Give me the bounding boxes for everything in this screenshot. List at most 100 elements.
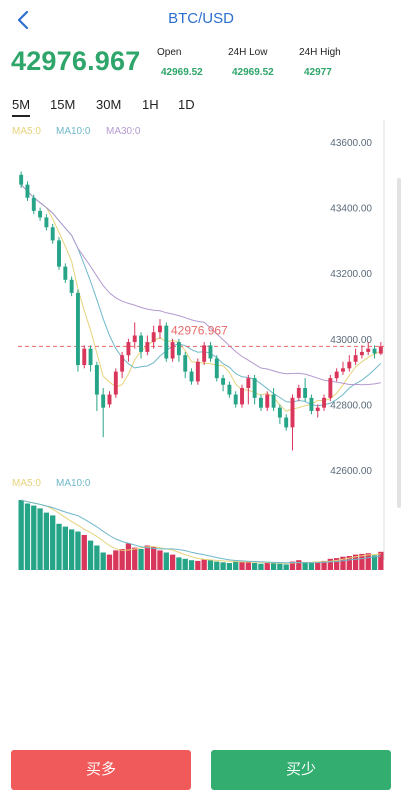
volume-bar (245, 562, 251, 570)
volume-bar (233, 560, 239, 570)
stat-value: 42969.52 (161, 67, 203, 78)
tab-1h[interactable]: 1H (142, 97, 159, 112)
candle (101, 394, 106, 408)
tab-30m[interactable]: 30M (96, 97, 122, 112)
y-tick-label: 43000.00 (330, 335, 372, 346)
candle (44, 217, 49, 228)
tab-15m[interactable]: 15M (50, 97, 76, 112)
buy-short-button[interactable]: 买少 (211, 750, 391, 790)
tab-5m[interactable]: 5M (12, 97, 31, 117)
candle (107, 394, 112, 405)
candle (82, 348, 87, 366)
candle (139, 335, 144, 352)
stat-open: Open 42969.52 (157, 47, 203, 78)
volume-bar (226, 563, 233, 570)
current-price-label: 42976.967 (171, 323, 228, 337)
candle (296, 388, 301, 398)
candle (31, 197, 36, 211)
candle (227, 384, 232, 395)
volume-bar (308, 563, 315, 570)
volume-bar (264, 562, 270, 570)
volume-bar (176, 557, 182, 570)
candle (158, 325, 162, 333)
volume-bar (201, 559, 207, 570)
candle (309, 397, 314, 411)
candle (75, 292, 80, 366)
stat-24h-high: 24H High 42977 (299, 47, 341, 78)
candle (19, 174, 24, 185)
ma5-line (20, 184, 382, 412)
volume-bar (220, 562, 226, 570)
back-button[interactable] (12, 8, 36, 32)
header: BTC/USD (0, 0, 402, 40)
candle (151, 332, 156, 343)
vol-ma-legend-1: MA10:0 (56, 478, 91, 489)
candle (195, 361, 200, 382)
chevron-left-icon (17, 10, 29, 30)
volume-bar (289, 561, 296, 570)
candle (208, 345, 213, 359)
ma10-line (20, 184, 382, 407)
page-title: BTC/USD (168, 10, 234, 27)
stat-label: 24H Low (228, 47, 268, 58)
volume-bar (195, 560, 201, 570)
candle (57, 240, 61, 267)
stat-value: 42977 (304, 67, 332, 78)
volume-bar (138, 549, 144, 570)
volume-bar (258, 563, 264, 570)
candle (315, 407, 320, 411)
candle (328, 378, 333, 398)
volume-bar (188, 560, 195, 570)
y-tick-label: 43600.00 (330, 138, 372, 149)
candle (221, 378, 226, 385)
volume-bar (37, 508, 43, 570)
volume-bar (144, 545, 151, 570)
volume-bar (283, 564, 289, 570)
volume-bar (214, 561, 220, 570)
candle (69, 279, 74, 293)
volume-bar (277, 563, 283, 570)
volume-bar (81, 535, 87, 570)
candle (113, 371, 118, 395)
stat-value: 42969.52 (232, 67, 274, 78)
candle (378, 346, 383, 354)
vol-ma5-line (21, 499, 381, 564)
candle (120, 355, 125, 372)
candle (132, 335, 137, 343)
stat-24h-low: 24H Low 42969.52 (228, 47, 274, 78)
candle (265, 394, 270, 408)
vol-ma-legend-0: MA5:0 (12, 478, 41, 489)
candle (176, 342, 181, 356)
ma30-line (20, 184, 381, 386)
volume-bar (169, 554, 176, 570)
volume-bar (56, 523, 62, 570)
volume-bar (315, 561, 321, 570)
volume-bar (113, 550, 119, 570)
volume-bar (327, 558, 334, 570)
buy-long-button[interactable]: 买多 (11, 750, 191, 790)
ma-legend-0: MA5:0 (12, 126, 41, 137)
candle (366, 348, 371, 352)
stat-label: Open (157, 47, 182, 58)
tab-1d[interactable]: 1D (178, 97, 195, 112)
interval-tabs: 5M 15M 30M 1H 1D (0, 97, 402, 119)
volume-bar (94, 545, 100, 570)
volume-bar (106, 554, 113, 570)
volume-bar (296, 560, 302, 570)
candle (290, 397, 295, 428)
volume-bar (68, 529, 75, 570)
candle (359, 351, 364, 356)
y-tick-label: 42600.00 (330, 466, 372, 477)
candle (372, 348, 377, 354)
volume-bar (50, 515, 56, 570)
candle (252, 378, 257, 398)
volume-bar (302, 562, 308, 570)
candle (322, 397, 327, 408)
candle (50, 227, 55, 241)
candle (347, 361, 352, 369)
kline-chart[interactable]: MA5:0 MA10:0 MA30:0 MA5:0 MA10:0 43600.00 4340… (0, 120, 402, 580)
volume-bar (251, 563, 258, 570)
y-tick-label: 43400.00 (330, 204, 372, 215)
candle (145, 342, 150, 352)
candle (94, 365, 99, 395)
